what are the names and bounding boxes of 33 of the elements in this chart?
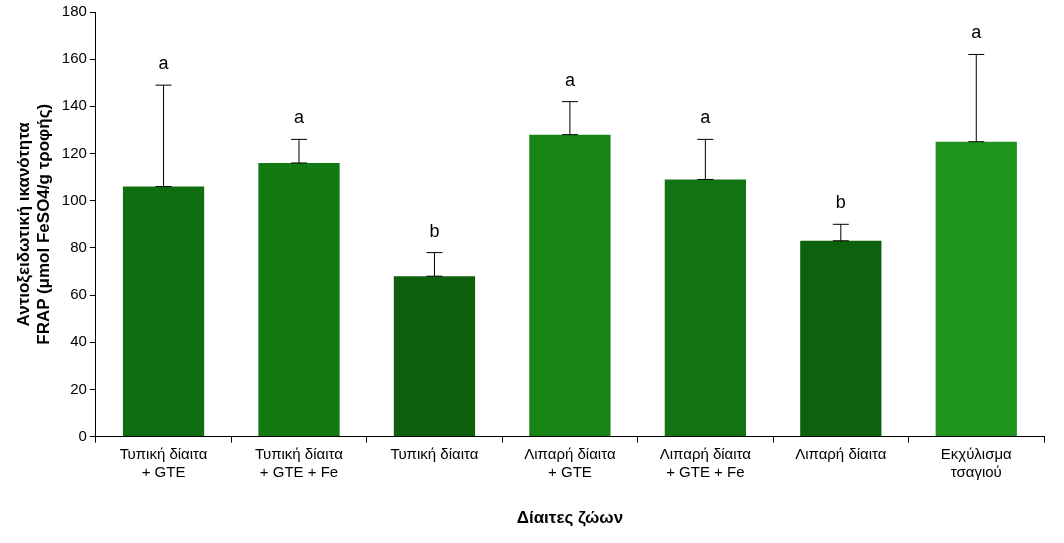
x-tick-label: Λιπαρή δίαιτα + GTE (524, 444, 616, 480)
annotation: a (971, 22, 983, 43)
y-tick-label: 40 (70, 332, 87, 350)
y-tick-label: 0 (78, 426, 87, 444)
y-tick-label: 100 (61, 190, 87, 208)
y-tick-label: 180 (61, 2, 87, 20)
annotation: a (294, 107, 305, 128)
x-tick-label: Τυπική δίαιτα (390, 444, 479, 462)
bar (258, 162, 340, 437)
x-tick-label: Λιπαρή δίαιτα (795, 444, 887, 462)
annotation: a (564, 69, 576, 90)
y-tick-label: 80 (70, 238, 87, 256)
x-axis-title: Δίαιτες ζώων (516, 508, 624, 528)
x-tick-label: Τυπική δίαιτα + GTE + Fe (255, 444, 344, 480)
x-tick-label: Λιπαρή δίαιτα + GTE + Fe (659, 444, 752, 480)
bar (800, 240, 882, 437)
bar (393, 276, 476, 437)
annotation: b (835, 192, 846, 213)
bar (122, 186, 205, 437)
y-tick-label: 20 (70, 379, 87, 397)
bar (664, 179, 746, 437)
y-tick-label: 60 (70, 285, 87, 303)
annotation: a (158, 53, 170, 74)
x-tick-label: Τυπική δίαιτα + GTE (119, 444, 208, 480)
y-tick-label: 160 (61, 49, 87, 67)
annotation: a (700, 107, 712, 128)
y-tick-label: 120 (61, 143, 87, 161)
y-tick-label: 140 (61, 96, 87, 114)
annotation: b (429, 220, 440, 241)
y-axis-title: Αντιοξειδωτική ικανότητα FRAP (μmol FeSO4/g τροφής) (13, 103, 54, 345)
x-tick-label: Εκχύλισμα τσαγιού (940, 444, 1013, 480)
bar (529, 134, 611, 437)
bar (935, 141, 1017, 437)
